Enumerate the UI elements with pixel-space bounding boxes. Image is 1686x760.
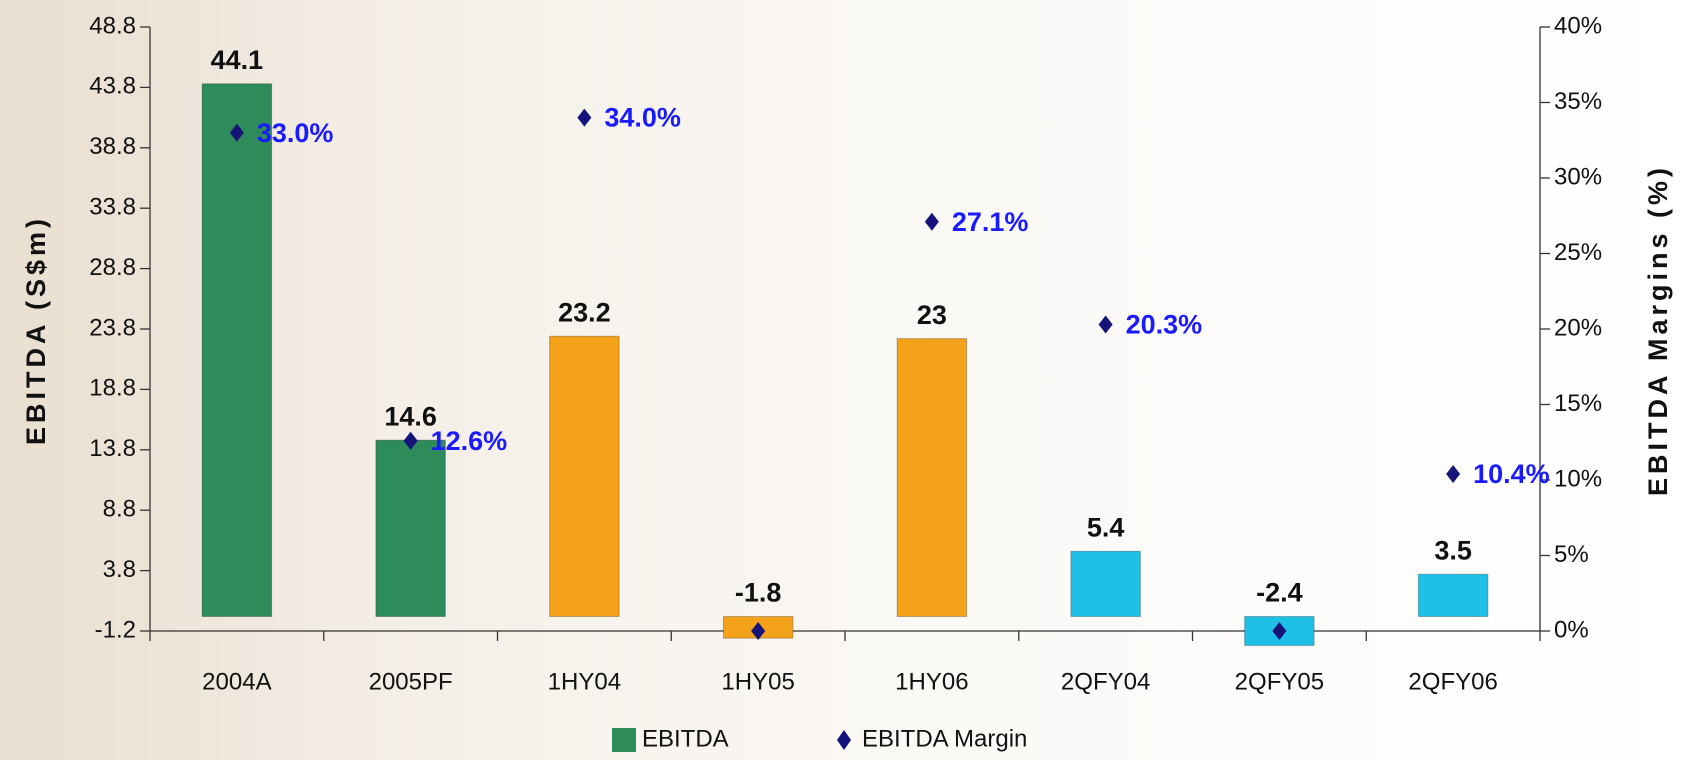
marker: [1446, 464, 1461, 483]
bar: [1417, 573, 1489, 618]
marker-value-label: 34.0%: [604, 103, 681, 133]
marker: [229, 123, 244, 142]
bar: [896, 338, 968, 618]
marker: [1272, 622, 1287, 640]
x-tick-label: 2005PF: [369, 668, 453, 695]
marker-value-label: 20.3%: [1126, 310, 1203, 340]
marker: [751, 622, 766, 640]
bar: [375, 439, 446, 618]
x-tick-label: 2QFY04: [1061, 668, 1150, 695]
y2-tick-label: 35%: [1554, 88, 1602, 115]
legend-swatch: [837, 730, 851, 750]
y2-tick-label: 15%: [1554, 390, 1602, 417]
y2-tick-label: 0%: [1554, 616, 1589, 643]
marker-value-label: 10.4%: [1473, 459, 1550, 489]
marker-value-label: 12.6%: [431, 426, 508, 456]
y-tick-label: 28.8: [89, 254, 136, 281]
bar-value-label: -2.4: [1256, 578, 1303, 608]
marker: [924, 212, 939, 231]
bar-value-label: 14.6: [384, 401, 437, 431]
bar-value-label: 3.5: [1434, 535, 1472, 565]
y-axis-title: EBITDA (S$m): [21, 215, 51, 445]
y2-tick-label: 40%: [1554, 12, 1602, 39]
y-tick-label: 48.8: [89, 12, 136, 39]
bar-value-label: -1.8: [735, 578, 782, 608]
legend-swatch: [612, 728, 636, 752]
x-tick-label: 1HY04: [548, 668, 621, 695]
y2-tick-label: 5%: [1554, 541, 1589, 568]
bar-value-label: 23.2: [558, 297, 611, 327]
y-tick-label: 3.8: [103, 556, 136, 583]
marker-value-label: 33.0%: [257, 118, 334, 148]
y-tick-label: 38.8: [89, 133, 136, 160]
x-tick-label: 1HY05: [721, 668, 794, 695]
x-tick-label: 2004A: [202, 668, 271, 695]
y2-axis-title: EBITDA Margins (%): [1643, 164, 1673, 496]
y-tick-label: 18.8: [89, 375, 136, 402]
x-tick-label: 2QFY05: [1235, 668, 1324, 695]
bar: [1070, 550, 1141, 618]
marker: [403, 431, 418, 450]
y-tick-label: 33.8: [89, 194, 136, 221]
y-tick-label: 23.8: [89, 314, 136, 341]
legend-label: EBITDA: [642, 725, 729, 752]
marker-value-label: 27.1%: [952, 207, 1029, 237]
bar: [201, 83, 273, 618]
y-tick-label: -1.2: [95, 616, 136, 643]
x-tick-label: 2QFY06: [1408, 668, 1497, 695]
bar-value-label: 44.1: [211, 45, 264, 75]
y-tick-label: 8.8: [103, 496, 136, 523]
y2-tick-label: 20%: [1554, 314, 1602, 341]
y2-tick-label: 30%: [1554, 163, 1602, 190]
y-tick-label: 43.8: [89, 73, 136, 100]
marker: [1098, 315, 1113, 334]
y2-tick-label: 25%: [1554, 239, 1602, 266]
legend-label: EBITDA Margin: [862, 725, 1027, 752]
bar-value-label: 23: [917, 300, 947, 330]
bar-value-label: 5.4: [1087, 512, 1125, 542]
bar: [549, 335, 620, 618]
marker: [577, 108, 592, 127]
x-tick-label: 1HY06: [895, 668, 968, 695]
y2-tick-label: 10%: [1554, 465, 1602, 492]
y-tick-label: 13.8: [89, 435, 136, 462]
